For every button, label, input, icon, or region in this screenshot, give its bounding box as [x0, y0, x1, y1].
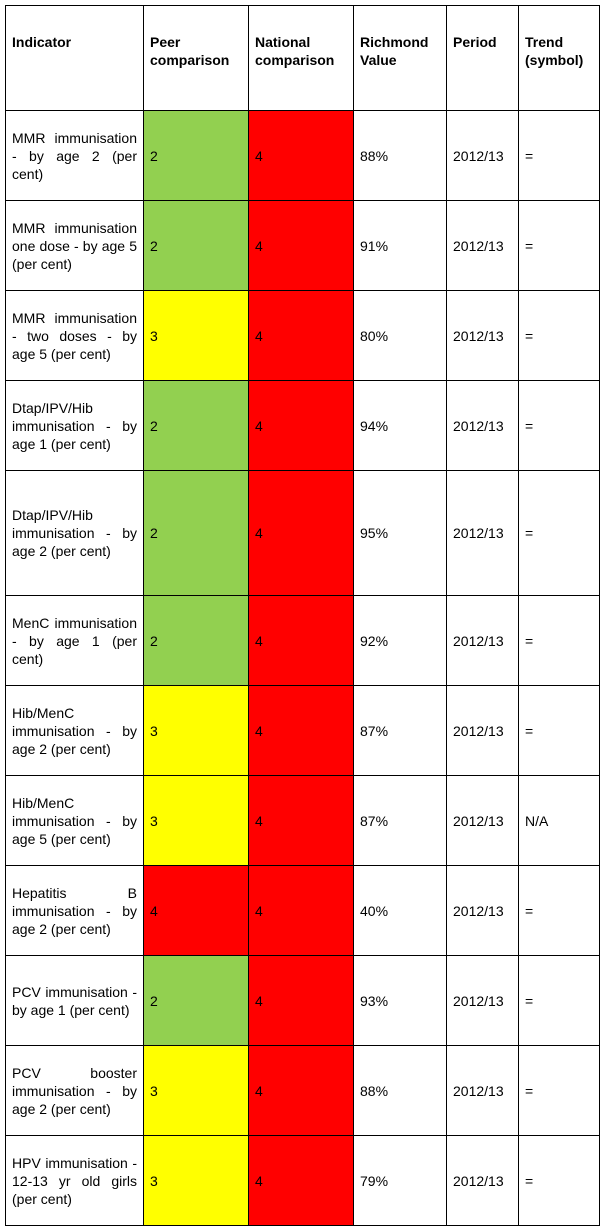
peer-comparison-cell: 2 — [143, 380, 249, 471]
trend-cell: = — [518, 865, 600, 956]
indicator-cell: Hepatitis B immunisation - by age 2 (per… — [5, 865, 144, 956]
peer-comparison-cell: 2 — [143, 595, 249, 686]
national-comparison-cell: 4 — [248, 110, 354, 201]
richmond-value-cell: 92% — [353, 595, 447, 686]
trend-cell: = — [518, 1135, 600, 1226]
period-cell: 2012/13 — [446, 1135, 519, 1226]
peer-comparison-cell: 2 — [143, 470, 249, 596]
national-comparison-cell: 4 — [248, 685, 354, 776]
trend-cell: = — [518, 200, 600, 291]
peer-comparison-cell: 3 — [143, 685, 249, 776]
period-cell: 2012/13 — [446, 1045, 519, 1136]
table-row: MMR immunisation - two doses - by age 5 … — [5, 290, 600, 381]
trend-cell: = — [518, 1045, 600, 1136]
indicator-table: Indicator Peer comparison National compa… — [5, 5, 600, 1226]
period-cell: 2012/13 — [446, 955, 519, 1046]
header-peer-comparison: Peer comparison — [143, 5, 249, 111]
period-cell: 2012/13 — [446, 200, 519, 291]
richmond-value-cell: 80% — [353, 290, 447, 381]
richmond-value-cell: 40% — [353, 865, 447, 956]
richmond-value-cell: 88% — [353, 1045, 447, 1136]
indicator-cell: MMR immunisation - by age 2 (per cent) — [5, 110, 144, 201]
indicator-cell: PCV immunisation - by age 1 (per cent) — [5, 955, 144, 1046]
richmond-value-cell: 87% — [353, 775, 447, 866]
period-cell: 2012/13 — [446, 380, 519, 471]
peer-comparison-cell: 3 — [143, 290, 249, 381]
table-row: MenC immunisation - by age 1 (per cent) 2… — [5, 595, 600, 686]
national-comparison-cell: 4 — [248, 955, 354, 1046]
national-comparison-cell: 4 — [248, 1045, 354, 1136]
indicator-cell: PCV booster immunisation - by age 2 (per… — [5, 1045, 144, 1136]
national-comparison-cell: 4 — [248, 290, 354, 381]
table-row: Hib/MenC immunisation - by age 5 (per ce… — [5, 775, 600, 866]
peer-comparison-cell: 3 — [143, 1135, 249, 1226]
peer-comparison-cell: 2 — [143, 110, 249, 201]
national-comparison-cell: 4 — [248, 200, 354, 291]
national-comparison-cell: 4 — [248, 775, 354, 866]
richmond-value-cell: 94% — [353, 380, 447, 471]
table-row: MMR immunisation one dose - by age 5 (pe… — [5, 200, 600, 291]
richmond-value-cell: 79% — [353, 1135, 447, 1226]
period-cell: 2012/13 — [446, 595, 519, 686]
national-comparison-cell: 4 — [248, 380, 354, 471]
table-row: HPV immunisation - 12-13 yr old girls (p… — [5, 1135, 600, 1226]
trend-cell: = — [518, 110, 600, 201]
table-row: Dtap/IPV/Hib immunisation - by age 1 (pe… — [5, 380, 600, 471]
table-body: MMR immunisation - by age 2 (per cent) 2 4… — [5, 110, 600, 1226]
national-comparison-cell: 4 — [248, 595, 354, 686]
period-cell: 2012/13 — [446, 865, 519, 956]
richmond-value-cell: 95% — [353, 470, 447, 596]
indicator-cell: Dtap/IPV/Hib immunisation - by age 1 (pe… — [5, 380, 144, 471]
national-comparison-cell: 4 — [248, 470, 354, 596]
period-cell: 2012/13 — [446, 775, 519, 866]
richmond-value-cell: 91% — [353, 200, 447, 291]
peer-comparison-cell: 3 — [143, 1045, 249, 1136]
trend-cell: = — [518, 595, 600, 686]
indicator-cell: Dtap/IPV/Hib immunisation - by age 2 (pe… — [5, 470, 144, 596]
richmond-value-cell: 93% — [353, 955, 447, 1046]
peer-comparison-cell: 4 — [143, 865, 249, 956]
peer-comparison-cell: 2 — [143, 200, 249, 291]
period-cell: 2012/13 — [446, 110, 519, 201]
trend-cell: = — [518, 470, 600, 596]
period-cell: 2012/13 — [446, 290, 519, 381]
trend-cell: N/A — [518, 775, 600, 866]
trend-cell: = — [518, 380, 600, 471]
header-national-comparison: National comparison — [248, 5, 354, 111]
table-row: Hib/MenC immunisation - by age 2 (per ce… — [5, 685, 600, 776]
header-indicator: Indicator — [5, 5, 144, 111]
header-richmond-value: Richmond Value — [353, 5, 447, 111]
period-cell: 2012/13 — [446, 685, 519, 776]
table-row: PCV immunisation - by age 1 (per cent) 2 4… — [5, 955, 600, 1046]
trend-cell: = — [518, 290, 600, 381]
table-row: Dtap/IPV/Hib immunisation - by age 2 (pe… — [5, 470, 600, 596]
table-row: PCV booster immunisation - by age 2 (per… — [5, 1045, 600, 1136]
indicator-cell: MMR immunisation - two doses - by age 5 … — [5, 290, 144, 381]
trend-cell: = — [518, 955, 600, 1046]
national-comparison-cell: 4 — [248, 865, 354, 956]
national-comparison-cell: 4 — [248, 1135, 354, 1226]
period-cell: 2012/13 — [446, 470, 519, 596]
indicator-cell: Hib/MenC immunisation - by age 5 (per ce… — [5, 775, 144, 866]
header-row: Indicator Peer comparison National compa… — [5, 5, 600, 111]
table-row: Hepatitis B immunisation - by age 2 (per… — [5, 865, 600, 956]
indicator-cell: HPV immunisation - 12-13 yr old girls (p… — [5, 1135, 144, 1226]
header-trend: Trend (symbol) — [518, 5, 600, 111]
table-row: MMR immunisation - by age 2 (per cent) 2 4… — [5, 110, 600, 201]
richmond-value-cell: 87% — [353, 685, 447, 776]
indicator-cell: Hib/MenC immunisation - by age 2 (per ce… — [5, 685, 144, 776]
peer-comparison-cell: 3 — [143, 775, 249, 866]
indicator-cell: MenC immunisation - by age 1 (per cent) — [5, 595, 144, 686]
indicator-cell: MMR immunisation one dose - by age 5 (pe… — [5, 200, 144, 291]
trend-cell: = — [518, 685, 600, 776]
header-period: Period — [446, 5, 519, 111]
richmond-value-cell: 88% — [353, 110, 447, 201]
peer-comparison-cell: 2 — [143, 955, 249, 1046]
